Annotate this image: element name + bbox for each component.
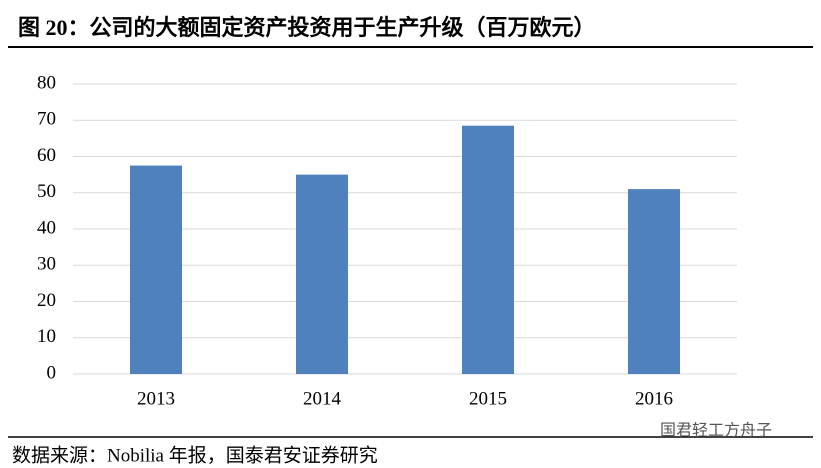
x-tick-label: 2014	[303, 388, 342, 409]
x-tick-label: 2013	[137, 388, 175, 409]
bar	[462, 125, 514, 374]
x-tick-label: 2015	[469, 388, 507, 409]
y-tick-label: 0	[47, 362, 57, 383]
bar	[628, 189, 680, 374]
x-tick-label: 2016	[635, 388, 673, 409]
bar	[296, 174, 348, 374]
watermark: 国君轻工方舟子	[660, 422, 772, 440]
y-tick-label: 30	[37, 254, 56, 275]
y-tick-label: 10	[37, 326, 56, 347]
y-tick-label: 50	[37, 181, 56, 202]
source-note: 数据来源：Nobilia 年报，国泰君安证券研究	[12, 444, 378, 466]
chart-title: 图 20：公司的大额固定资产投资用于生产升级（百万欧元）	[18, 15, 596, 40]
y-tick-label: 40	[37, 217, 56, 238]
y-tick-label: 70	[37, 109, 56, 130]
bar	[130, 165, 182, 374]
y-tick-label: 80	[37, 72, 56, 93]
y-tick-label: 60	[37, 145, 56, 166]
y-tick-label: 20	[37, 290, 56, 311]
